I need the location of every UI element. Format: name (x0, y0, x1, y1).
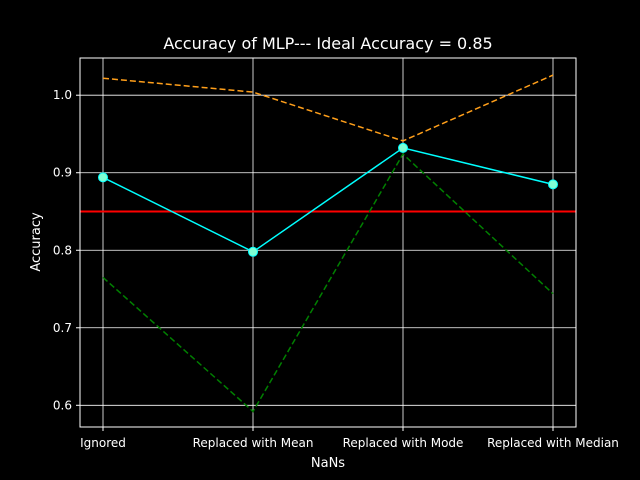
data-point (398, 142, 408, 153)
y-axis-ticks: 0.6 0.7 0.8 0.9 1.0 (53, 88, 80, 412)
plot-frame (79, 57, 577, 428)
y-axis-label: Accuracy (29, 212, 44, 272)
series-markers (98, 142, 558, 257)
data-point (548, 179, 558, 190)
y-tick-label: 0.7 (53, 321, 72, 335)
x-tick-label: Replaced with Mode (343, 436, 464, 450)
y-tick-label: 0.8 (53, 243, 72, 257)
x-tick-label: Ignored (80, 436, 126, 450)
series-lines (80, 74, 576, 413)
data-point (248, 246, 258, 257)
y-tick-label: 0.9 (53, 166, 72, 180)
data-point (98, 172, 108, 183)
x-tick-label: Replaced with Mean (193, 436, 314, 450)
grid-lines (80, 58, 576, 427)
x-axis-label: NaNs (311, 456, 345, 471)
series-line-2 (102, 74, 554, 142)
series-line-3 (102, 152, 554, 413)
x-axis-ticks: Ignored Replaced with Mean Replaced with M… (80, 427, 619, 450)
x-tick-label: Replaced with Median (487, 436, 619, 450)
y-tick-label: 1.0 (53, 88, 72, 102)
y-tick-label: 0.6 (53, 398, 72, 412)
chart-title: Accuracy of MLP--- Ideal Accuracy = 0.85 (163, 34, 492, 53)
series-line-1 (102, 147, 554, 253)
